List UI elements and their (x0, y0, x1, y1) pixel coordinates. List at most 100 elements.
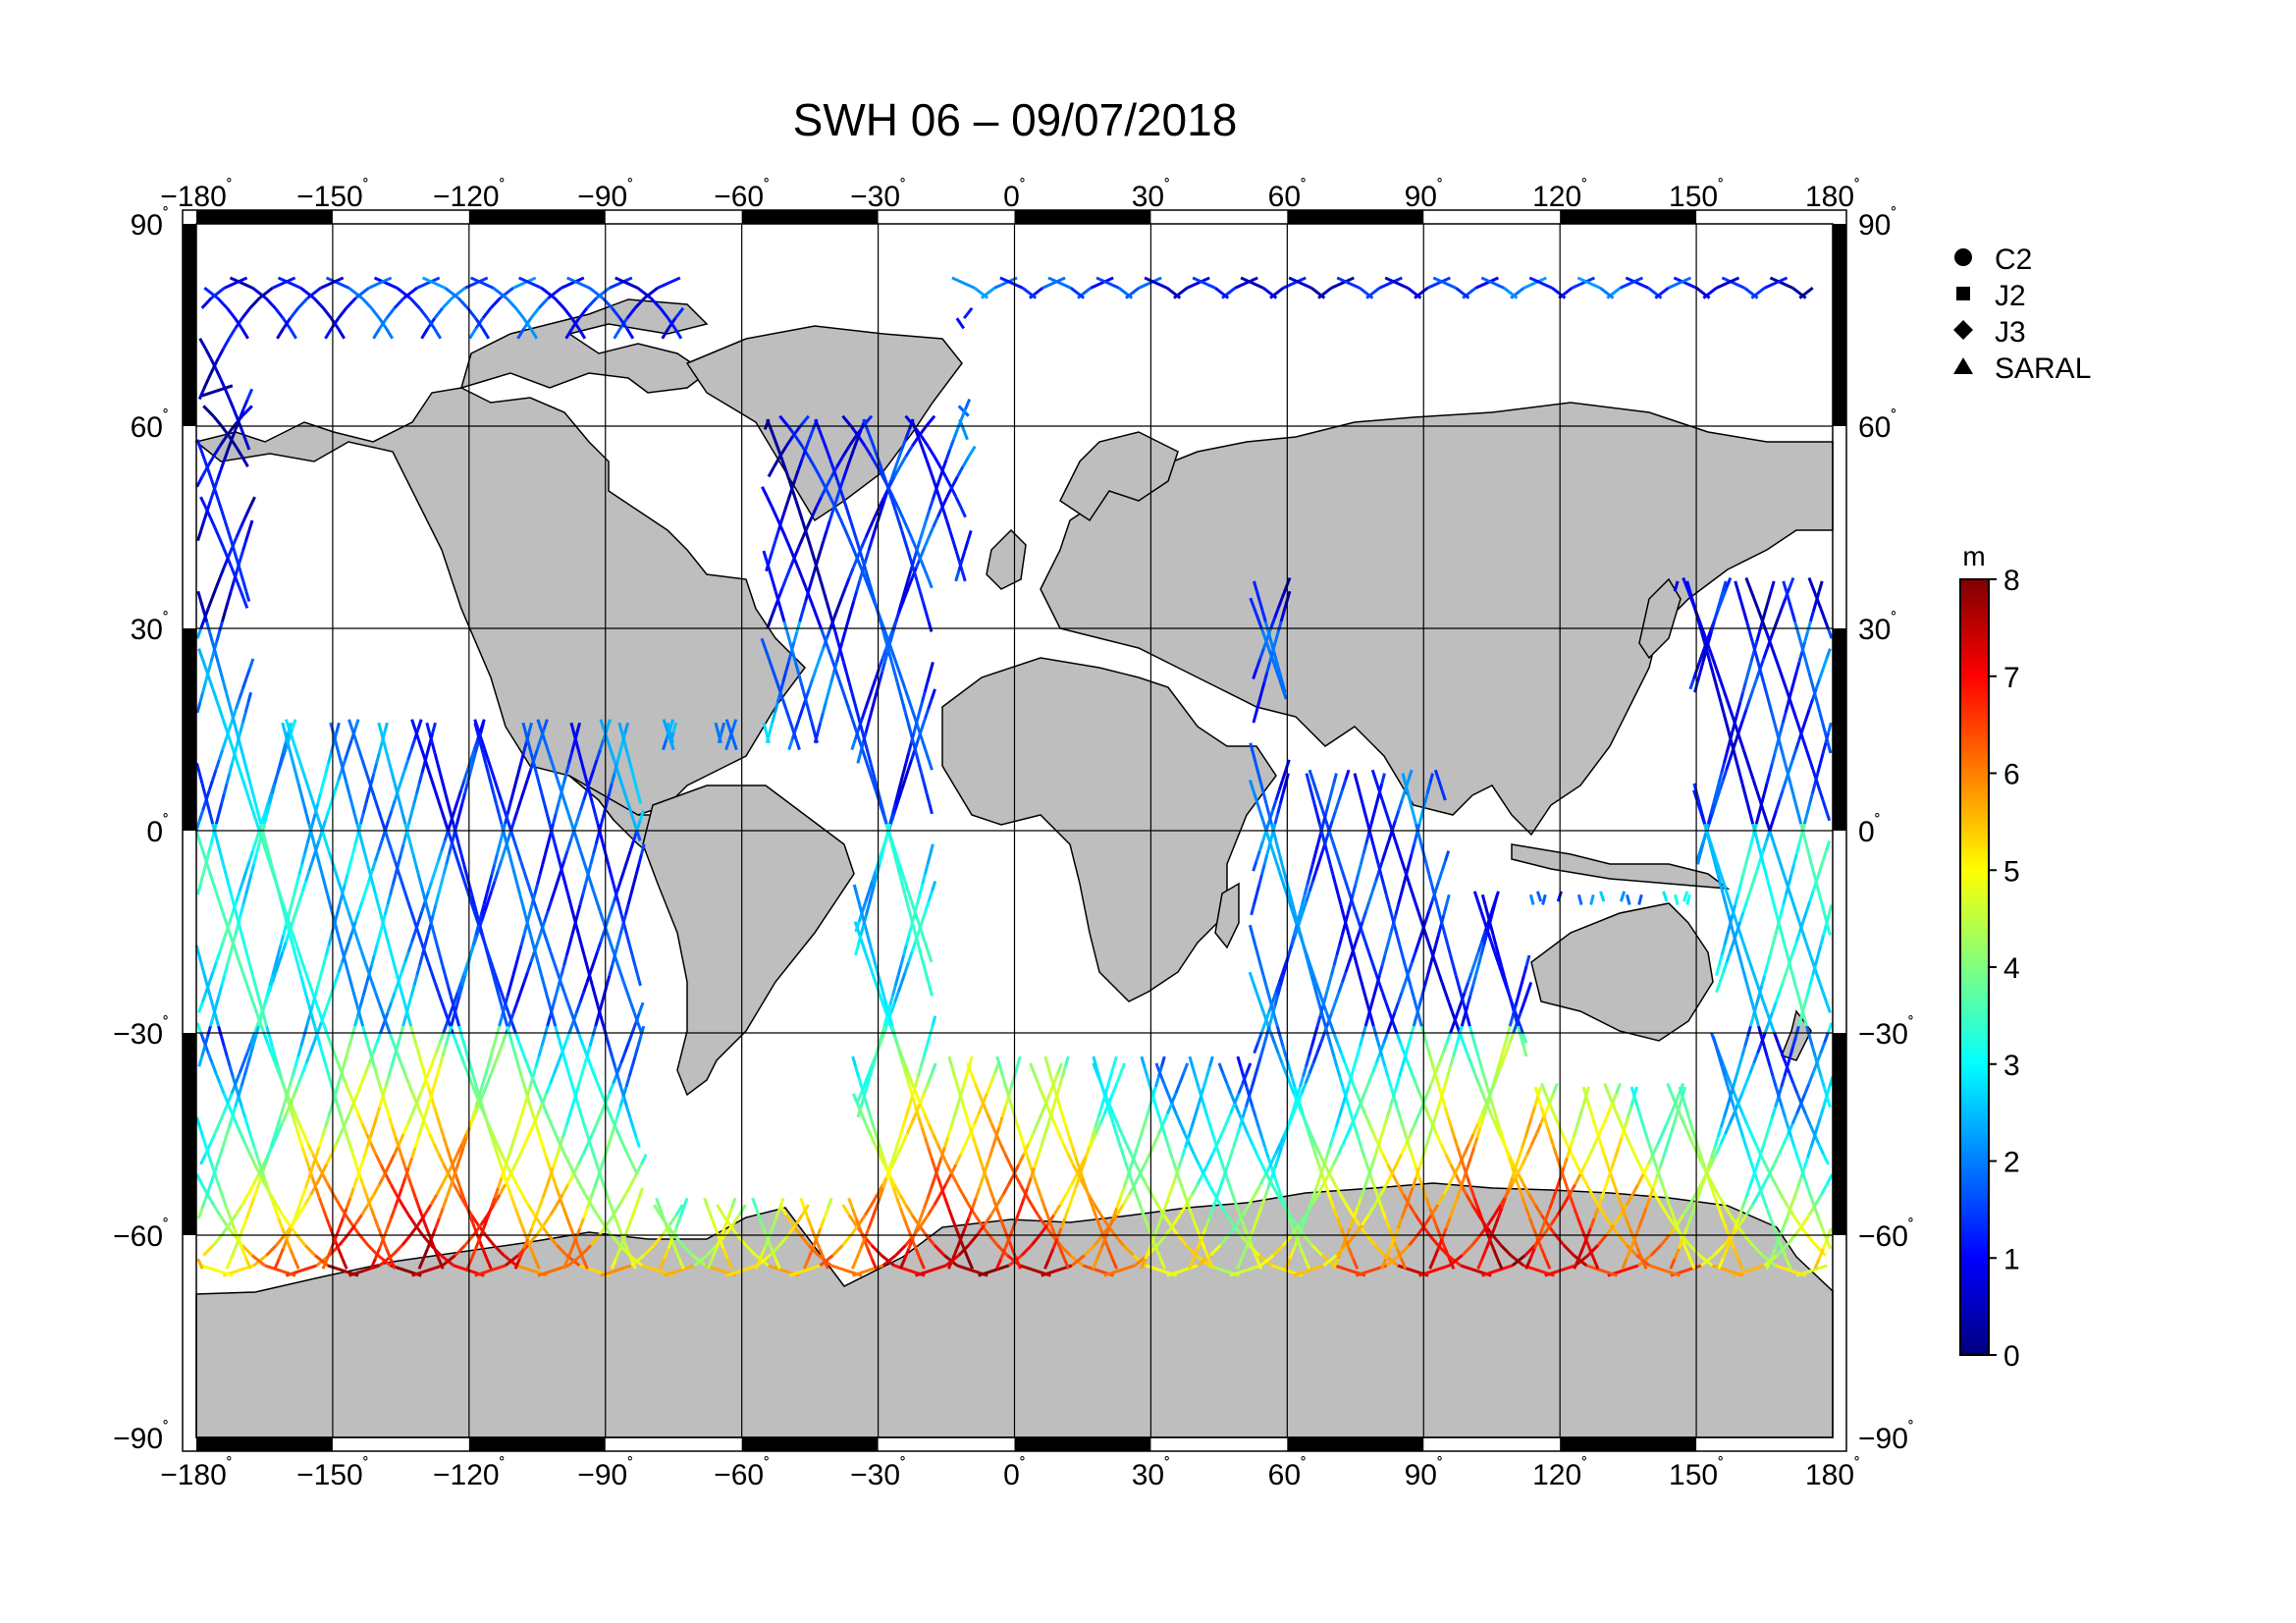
track-segment (931, 1015, 937, 1027)
track-segment (782, 621, 789, 632)
track-segment (1435, 1227, 1443, 1239)
track-segment (480, 1076, 487, 1088)
track-segment (327, 992, 334, 1003)
track-segment (1254, 1183, 1262, 1196)
track-segment (1384, 893, 1391, 905)
track-segment (1166, 1187, 1174, 1199)
track-segment (1266, 1177, 1273, 1189)
track-segment (588, 1036, 595, 1048)
track-segment (375, 935, 382, 947)
track-segment (202, 405, 215, 417)
track-segment (434, 893, 441, 905)
track-segment (774, 590, 780, 602)
track-segment (383, 1163, 392, 1175)
track-segment (372, 1116, 379, 1128)
track-segment (1379, 1126, 1386, 1138)
track-segment (1251, 1248, 1258, 1260)
track-segment (443, 820, 450, 832)
track-segment (903, 893, 910, 905)
track-segment (765, 560, 772, 572)
track-segment (1154, 1248, 1162, 1260)
track-segment (312, 843, 319, 855)
track-segment (1278, 792, 1285, 804)
track-segment (852, 884, 859, 895)
track-segment (754, 1258, 762, 1270)
track-segment (953, 1076, 960, 1088)
track-segment (1629, 1227, 1635, 1239)
track-segment (1260, 863, 1266, 876)
track-segment (925, 975, 932, 987)
track-segment (853, 702, 859, 714)
track-segment (401, 1123, 409, 1135)
track-segment (308, 1042, 316, 1055)
track-segment (292, 1116, 298, 1128)
track-segment (1033, 1157, 1040, 1168)
track-segment (1067, 1197, 1074, 1210)
track-segment (1284, 576, 1292, 589)
track-segment (623, 904, 630, 916)
track-segment (623, 1183, 633, 1196)
british-isles (986, 528, 1027, 590)
track-segment (469, 749, 476, 761)
track-segment (1319, 1032, 1326, 1044)
track-segment (1814, 971, 1822, 983)
track-segment (930, 688, 936, 700)
track-segment (1762, 1173, 1771, 1186)
track-segment (406, 1112, 414, 1125)
track-segment (1249, 597, 1256, 609)
track-segment (302, 843, 309, 855)
track-segment (347, 792, 353, 804)
track-segment (1480, 1217, 1487, 1229)
track-segment (1259, 1022, 1267, 1034)
track-segment (377, 722, 383, 733)
track-segment (613, 762, 619, 775)
track-segment (776, 449, 784, 460)
track-segment (240, 428, 247, 441)
track-segment (1748, 881, 1755, 893)
track-segment (1105, 1076, 1112, 1088)
track-segment (1504, 1187, 1511, 1199)
track-segment (347, 910, 353, 923)
track-segment (238, 1227, 244, 1239)
track-segment (793, 661, 800, 674)
track-segment (1315, 1042, 1322, 1055)
track-segment (207, 678, 215, 690)
track-segment (643, 1244, 656, 1257)
track-segment (1268, 651, 1274, 663)
track-segment (858, 722, 865, 733)
track-segment (275, 1204, 285, 1217)
track-segment (1305, 954, 1310, 966)
track-segment (213, 1123, 221, 1135)
track-segment (1099, 1237, 1107, 1250)
track-segment (910, 1112, 918, 1125)
track-segment (1623, 1116, 1629, 1128)
track-segment (437, 992, 444, 1003)
track-segment (918, 590, 925, 602)
track-segment (988, 1187, 995, 1199)
track-segment (830, 621, 837, 632)
track-segment (870, 1244, 883, 1257)
track-segment (973, 287, 989, 299)
track-segment (1410, 891, 1416, 902)
track-segment (1592, 1208, 1600, 1219)
track-segment (832, 469, 839, 481)
track-segment (872, 773, 878, 784)
track-segment (543, 1025, 550, 1037)
track-segment (965, 1116, 972, 1128)
track-segment (273, 954, 280, 966)
track-segment (930, 1157, 936, 1168)
track-segment (1819, 607, 1826, 620)
track-segment (770, 607, 776, 620)
track-segment (228, 945, 235, 956)
track-segment (401, 1015, 407, 1027)
track-segment (1782, 1217, 1789, 1229)
track-segment (1214, 1187, 1222, 1199)
track-segment (333, 1096, 340, 1108)
track-segment (1761, 1136, 1768, 1149)
track-segment (519, 1107, 526, 1118)
track-segment (212, 414, 223, 427)
track-segment (870, 456, 879, 467)
track-segment (1326, 1036, 1333, 1048)
track-segment (1484, 1096, 1491, 1108)
track-segment (1132, 1187, 1140, 1199)
